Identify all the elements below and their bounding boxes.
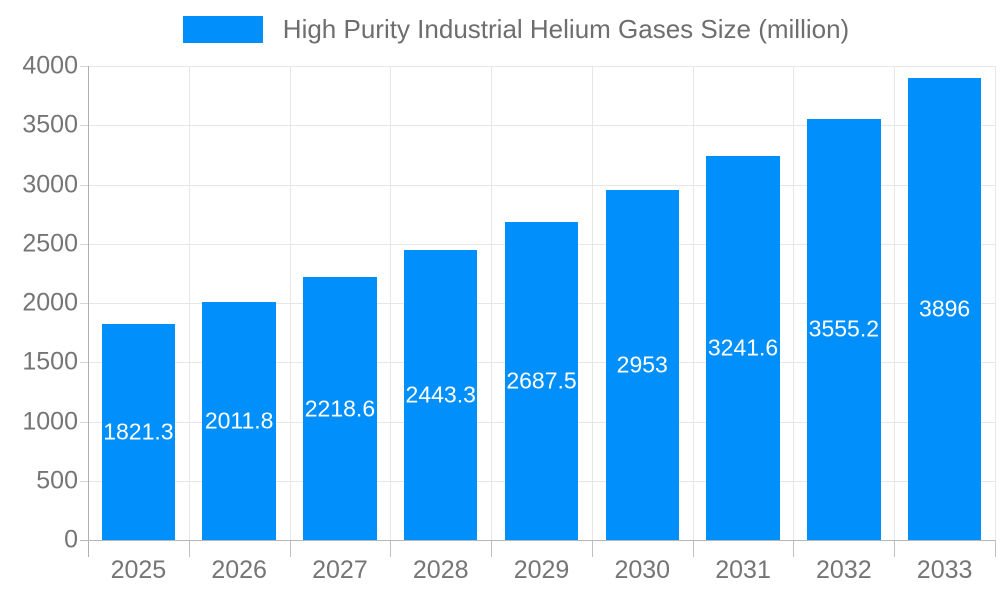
x-axis-tick <box>390 540 392 557</box>
bar-value-label: 3241.6 <box>707 334 779 361</box>
bar[interactable] <box>706 155 780 540</box>
y-axis-line <box>88 66 89 557</box>
x-axis-label: 2030 <box>614 556 671 584</box>
y-axis-tick <box>80 421 88 423</box>
gridline-horizontal <box>88 66 995 67</box>
bar-value-label: 2011.8 <box>204 407 274 434</box>
bar-value-label: 1821.3 <box>103 418 174 445</box>
y-axis-tick <box>80 362 88 364</box>
bar[interactable] <box>101 324 176 540</box>
y-axis-tick <box>80 303 88 304</box>
y-axis-label: 2000 <box>22 288 78 317</box>
x-axis-label: 2029 <box>513 556 570 584</box>
x-axis-label: 2028 <box>412 556 469 584</box>
x-axis-label: 2031 <box>715 556 771 584</box>
y-axis-tick <box>80 243 88 245</box>
bar-value-label: 3896 <box>919 295 971 322</box>
gridline-vertical <box>692 66 694 540</box>
y-axis-tick <box>80 125 88 127</box>
y-axis-label: 2500 <box>22 229 78 258</box>
bar[interactable] <box>907 78 982 540</box>
gridline-horizontal <box>88 125 995 127</box>
bar-value-label: 2687.5 <box>506 367 577 394</box>
bar[interactable] <box>403 250 478 540</box>
legend-item[interactable]: High Purity Industrial Helium Gases Size… <box>182 14 850 45</box>
bar-value-label: 2443.3 <box>405 381 476 408</box>
gridline-vertical <box>491 66 493 540</box>
gridline-vertical <box>289 66 291 540</box>
bar[interactable] <box>303 277 377 540</box>
x-axis-tick <box>491 540 493 557</box>
x-axis-tick <box>188 540 190 557</box>
bar[interactable] <box>605 190 680 540</box>
y-axis-label: 500 <box>36 466 78 495</box>
x-axis-tick <box>591 540 593 557</box>
y-axis-label: 1000 <box>22 407 78 435</box>
bar[interactable] <box>504 221 579 540</box>
x-axis-tick <box>793 540 795 557</box>
y-axis-tick <box>80 66 88 67</box>
y-axis-tick <box>80 184 88 186</box>
x-axis-tick <box>289 540 291 557</box>
gridline-vertical <box>188 66 190 540</box>
y-axis-label: 3000 <box>22 170 78 198</box>
x-axis-tick <box>894 540 896 557</box>
gridline-vertical <box>894 66 896 540</box>
gridline-horizontal <box>88 184 995 186</box>
y-axis-label: 0 <box>64 525 78 554</box>
y-axis-tick <box>80 480 88 482</box>
x-axis-line <box>80 540 995 541</box>
x-axis-tick <box>692 540 694 557</box>
x-axis-tick <box>995 540 996 557</box>
gridline-vertical <box>793 66 795 540</box>
gridline-vertical <box>995 66 996 540</box>
y-axis-label: 4000 <box>22 51 78 80</box>
bar[interactable] <box>202 301 276 540</box>
gridline-vertical <box>390 66 392 540</box>
x-axis-label: 2032 <box>816 556 872 584</box>
y-axis-label: 3500 <box>22 110 78 139</box>
x-axis-label: 2027 <box>312 556 368 584</box>
gridline-vertical <box>591 66 593 540</box>
legend-label: High Purity Industrial Helium Gases Size… <box>282 14 850 44</box>
bar-value-label: 2953 <box>616 351 668 378</box>
y-axis-label: 1500 <box>22 347 78 376</box>
legend-swatch-icon <box>182 16 263 43</box>
bar-value-label: 2218.6 <box>304 395 376 422</box>
x-axis-label: 2033 <box>916 556 973 584</box>
x-axis-label: 2026 <box>211 556 267 584</box>
bar[interactable] <box>807 118 881 540</box>
x-axis-label: 2025 <box>110 556 167 584</box>
bar-value-label: 3555.2 <box>808 315 880 342</box>
legend: High Purity Industrial Helium Gases Size… <box>16 14 1000 45</box>
